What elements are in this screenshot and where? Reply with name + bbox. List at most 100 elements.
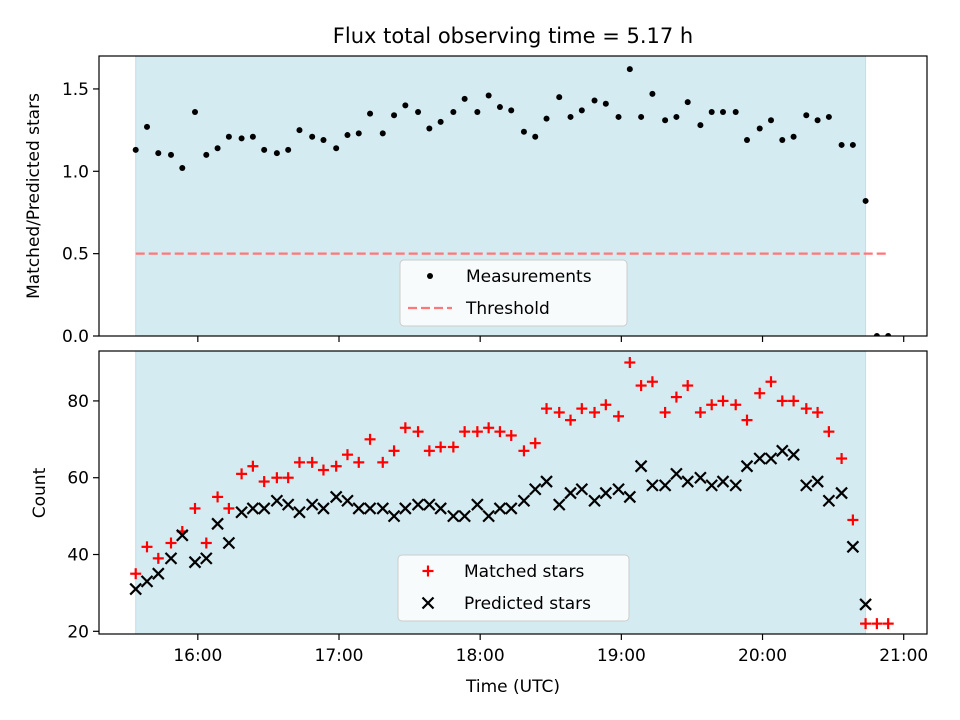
predicted-star-point bbox=[317, 502, 330, 515]
predicted-star-point bbox=[859, 598, 872, 611]
predicted-star-point bbox=[787, 448, 800, 461]
measurement-point bbox=[814, 117, 821, 124]
measurement-point bbox=[732, 109, 739, 115]
measurement-point bbox=[790, 133, 797, 140]
predicted-star-point bbox=[152, 567, 165, 580]
predicted-star-point bbox=[246, 502, 260, 515]
y-tick-label: 1.0 bbox=[62, 162, 89, 182]
measurement-point bbox=[885, 333, 892, 336]
measurement-point bbox=[638, 113, 645, 120]
x-tick-label: 19:00 bbox=[597, 646, 646, 666]
predicted-star-point bbox=[281, 498, 295, 511]
y-axis-label: Matched/Predicted stars bbox=[24, 93, 44, 299]
chart-title: Flux total observing time = 5.17 h bbox=[333, 24, 693, 48]
matched-star-point bbox=[788, 395, 800, 407]
matched-star-point bbox=[152, 552, 164, 564]
predicted-star-point bbox=[753, 452, 766, 465]
matched-star-point bbox=[613, 410, 625, 422]
matched-star-point bbox=[624, 357, 636, 369]
matched-star-point bbox=[435, 441, 447, 453]
measurement-point bbox=[720, 109, 726, 115]
measurement-point bbox=[225, 133, 232, 140]
measurement-point bbox=[155, 150, 162, 157]
predicted-star-point bbox=[482, 509, 495, 523]
matched-star-point bbox=[483, 422, 495, 434]
measurement-point bbox=[474, 109, 481, 115]
predicted-star-point bbox=[564, 486, 577, 500]
matched-star-point bbox=[646, 376, 658, 388]
matched-star-point bbox=[258, 476, 270, 488]
predicted-star-point bbox=[270, 494, 284, 508]
matched-star-point bbox=[847, 514, 859, 526]
matched-star-point bbox=[130, 568, 142, 580]
matched-star-point bbox=[236, 468, 248, 480]
y-tick-label: 1.5 bbox=[62, 80, 89, 100]
matched-star-point bbox=[812, 406, 824, 418]
matched-star-point bbox=[200, 537, 212, 549]
predicted-star-point bbox=[329, 490, 343, 504]
predicted-star-point bbox=[612, 482, 625, 496]
matched-star-point bbox=[670, 391, 682, 403]
predicted-star-point bbox=[376, 502, 390, 515]
measurement-point bbox=[803, 112, 810, 119]
predicted-star-point bbox=[305, 498, 319, 511]
predicted-star-point bbox=[599, 486, 613, 500]
matched-star-point bbox=[529, 437, 541, 449]
measurement-point bbox=[744, 137, 750, 143]
measurement-point bbox=[508, 107, 515, 114]
predicted-star-point bbox=[705, 479, 718, 492]
matched-star-point bbox=[635, 380, 647, 392]
matched-star-point bbox=[776, 395, 788, 407]
y-tick-label: 0.0 bbox=[62, 327, 89, 347]
x-tick-label: 18:00 bbox=[456, 646, 505, 666]
measurement-point bbox=[496, 104, 503, 111]
predicted-star-point bbox=[517, 494, 531, 508]
measurement-point bbox=[296, 127, 303, 134]
matched-star-point bbox=[565, 414, 577, 426]
matched-star-point bbox=[189, 502, 201, 514]
predicted-star-point bbox=[623, 490, 637, 504]
predicted-star-point bbox=[552, 498, 566, 511]
measurement-point bbox=[355, 130, 362, 137]
x-tick-label: 20:00 bbox=[738, 646, 787, 666]
panel-frame bbox=[98, 55, 928, 337]
matched-star-point bbox=[459, 426, 471, 438]
measurement-point bbox=[567, 113, 574, 120]
predicted-star-point bbox=[716, 475, 730, 488]
measurement-point bbox=[203, 151, 210, 158]
predicted-star-point bbox=[634, 459, 648, 473]
measurement-point bbox=[437, 118, 444, 125]
legend-label: Measurements bbox=[466, 267, 592, 287]
measurement-point bbox=[673, 113, 680, 120]
matched-star-point bbox=[505, 429, 517, 441]
matched-star-point bbox=[471, 426, 483, 438]
measurement-point bbox=[461, 95, 468, 102]
measurement-point bbox=[415, 109, 422, 115]
matched-star-point bbox=[600, 399, 612, 411]
measurement-point bbox=[367, 110, 374, 117]
predicted-star-point bbox=[352, 502, 366, 515]
predicted-star-point bbox=[129, 582, 142, 596]
predicted-star-point bbox=[235, 505, 248, 519]
measurement-point bbox=[768, 117, 774, 124]
predicted-star-point bbox=[411, 498, 425, 511]
matched-star-point bbox=[518, 445, 530, 457]
measurement-point bbox=[214, 145, 221, 152]
predicted-star-point bbox=[528, 482, 542, 496]
predicted-star-point bbox=[588, 494, 601, 508]
matched-star-point bbox=[364, 433, 376, 445]
matched-star-point bbox=[330, 460, 342, 472]
y-tick-label: 60 bbox=[67, 469, 89, 489]
legend-marker bbox=[421, 596, 435, 610]
matched-star-point bbox=[871, 618, 883, 630]
matched-star-point bbox=[576, 403, 588, 415]
measurement-point bbox=[168, 151, 174, 158]
x-tick-label: 16:00 bbox=[173, 646, 222, 666]
legend-marker bbox=[422, 565, 434, 577]
measurement-point bbox=[556, 94, 563, 101]
matched-star-point bbox=[694, 406, 706, 418]
measurement-point bbox=[708, 109, 715, 115]
matched-star-point bbox=[317, 464, 329, 476]
matched-star-point bbox=[800, 403, 812, 415]
measurement-point bbox=[591, 97, 598, 104]
